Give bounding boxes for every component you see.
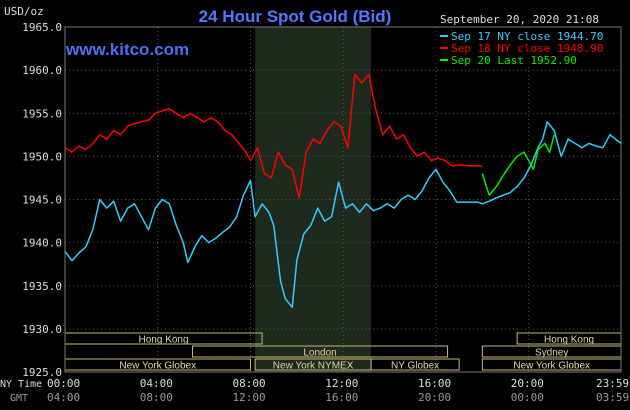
- x-tick-label-ny: 04:00: [140, 377, 173, 390]
- x-tick-label-ny: 20:00: [511, 377, 544, 390]
- chart-title: 24 Hour Spot Gold (Bid): [199, 7, 392, 26]
- session-label: New York Globex: [513, 361, 590, 372]
- y-tick-label: 1950.0: [22, 150, 62, 163]
- y-tick-label: 1965.0: [22, 21, 62, 34]
- x-tick-label-gmt: 20:00: [418, 391, 451, 404]
- series-line-sep-18: [64, 73, 483, 199]
- price-series: [64, 73, 622, 309]
- y-tick-label: 1960.0: [22, 64, 62, 77]
- session-label: New York Globex: [119, 361, 196, 372]
- x-tick-label-gmt: 12:00: [232, 391, 265, 404]
- series-line-sep-20: [481, 134, 555, 196]
- unit-label: USD/oz: [4, 5, 44, 18]
- x-tick-label-gmt: 08:00: [140, 391, 173, 404]
- y-tick-label: 1955.0: [22, 107, 62, 120]
- market-sessions: Hong Kong London New York Globex New York N…: [64, 332, 622, 372]
- x-tick-label-ny: 00:00: [47, 377, 80, 390]
- legend-entry: Sep 17 NY close 1944.70: [451, 30, 603, 43]
- x-tick-label-ny: 12:00: [325, 377, 358, 390]
- y-tick-label: 1940.0: [22, 237, 62, 250]
- x-tick-label-gmt: 16:00: [325, 391, 358, 404]
- y-tick-label: 1935.0: [22, 280, 62, 293]
- x-tick-label-gmt: 03:59: [596, 391, 629, 404]
- session-label: Sydney: [535, 348, 568, 359]
- legend-entry: Sep 20 Last 1952.90: [451, 54, 577, 67]
- legend-background: [436, 28, 619, 66]
- ny-time-row-label: NY Time: [0, 379, 42, 390]
- y-tick-label: 1945.0: [22, 194, 62, 207]
- session-bar: [192, 345, 449, 358]
- series-line-sep-17: [64, 121, 622, 309]
- x-axis-ticks: 00:0004:0004:0008:0008:0012:0012:0016:00…: [47, 377, 629, 404]
- session-label: London: [303, 348, 336, 359]
- watermark: www.kitco.com: [65, 40, 189, 59]
- session-label: Hong Kong: [544, 335, 594, 346]
- plot-frame: [64, 26, 622, 373]
- legend-entry: Sep 18 NY close 1948.90: [451, 42, 603, 55]
- x-tick-label-gmt: 00:00: [511, 391, 544, 404]
- x-tick-label-ny: 23:59: [596, 377, 629, 390]
- y-tick-label: 1930.0: [22, 323, 62, 336]
- gmt-row-label: GMT: [10, 393, 28, 404]
- session-label: NY Globex: [391, 361, 439, 372]
- session-label: New York NYMEX: [273, 361, 354, 372]
- y-tick-label: 1925.0: [22, 366, 62, 379]
- x-tick-label-ny: 08:00: [232, 377, 265, 390]
- x-tick-label-ny: 16:00: [418, 377, 451, 390]
- x-tick-label-gmt: 04:00: [47, 391, 80, 404]
- session-label: Hong Kong: [139, 335, 189, 346]
- y-axis-ticks: 1965.0 1960.0 1955.0 1950.0 1945.0 1940.0 1935…: [22, 21, 62, 379]
- timestamp: September 20, 2020 21:08: [440, 13, 599, 26]
- session-bar: [370, 358, 460, 371]
